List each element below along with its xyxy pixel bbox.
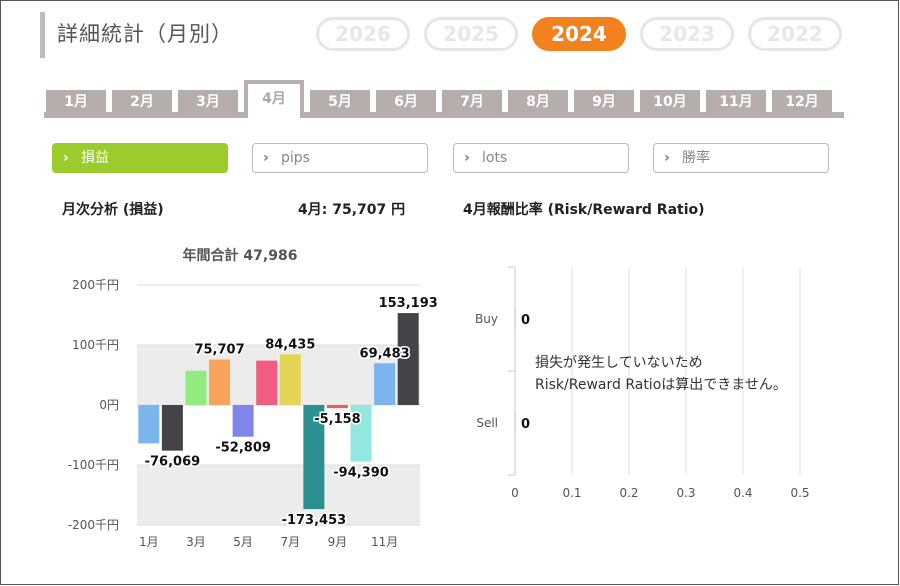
year-tab-2025[interactable]: 2025 <box>424 17 518 51</box>
month-tabs: 1月 2月 3月 4月 5月 6月 7月 8月 9月 10月 11月 12月 <box>44 80 844 118</box>
x-tick-label: 1月 <box>139 535 159 549</box>
page-title-block: 詳細統計（月別） <box>40 12 233 58</box>
x-tick-label: 11月 <box>371 535 398 549</box>
chevron-right-icon: › <box>664 150 670 166</box>
monthly-profit-chart: 200千円 100千円 0円 -100千円 -200千円 1月 3月 5月 7月 9月 11月 -… <box>68 247 440 549</box>
metric-tab-profit[interactable]: › 損益 <box>52 143 228 173</box>
rr-ratio-message: 損失が発生していないため Risk/Reward Ratioは算出できません。 <box>535 352 787 396</box>
data-label: -94,390 <box>333 466 389 481</box>
x-tick-label: 7月 <box>280 535 300 549</box>
y-tick-label: 0円 <box>99 398 119 412</box>
month-tab-10[interactable]: 10月 <box>640 90 700 114</box>
bar-5月[interactable] <box>232 405 254 437</box>
bar-Buy[interactable] <box>515 309 516 329</box>
rr-ratio-chart: Buy 0 Sell 0 0 0.1 0.2 0.3 0.4 0.5 <box>475 266 810 500</box>
year-tab-2023[interactable]: 2023 <box>640 17 734 51</box>
metric-tab-pips[interactable]: › pips <box>252 143 428 173</box>
month-tab-2[interactable]: 2月 <box>112 90 172 114</box>
month-tab-6[interactable]: 6月 <box>376 90 436 114</box>
year-selector: 2026 2025 2024 2023 2022 <box>316 17 842 51</box>
month-tab-11[interactable]: 11月 <box>706 90 766 114</box>
x-tick-label: 5月 <box>233 535 253 549</box>
x-tick-label: 0.3 <box>676 486 695 500</box>
bar-7月[interactable] <box>279 354 301 405</box>
month-tab-7[interactable]: 7月 <box>442 90 502 114</box>
annual-total-value: 47,986 <box>243 248 297 264</box>
month-tab-4[interactable]: 4月 <box>244 80 304 118</box>
data-label: 84,435 <box>265 337 315 352</box>
x-tick-label: 0.2 <box>619 486 638 500</box>
monthly-analysis-heading: 月次分析 (損益) <box>62 202 164 218</box>
chevron-right-icon: › <box>464 150 470 166</box>
x-tick-label: 9月 <box>328 535 348 549</box>
current-month-label: 4月: <box>298 202 328 218</box>
y-tick-label: 200千円 <box>72 278 119 292</box>
x-tick-label: 0.4 <box>733 486 752 500</box>
bar-11月[interactable] <box>374 363 396 405</box>
x-tick-label: 3月 <box>186 535 206 549</box>
data-label: -76,069 <box>145 455 201 470</box>
x-tick-label: 0.5 <box>790 486 809 500</box>
value-label: 0 <box>521 417 530 432</box>
metric-tab-label: 損益 <box>81 150 109 166</box>
bar-3月[interactable] <box>185 370 207 405</box>
bar-4月[interactable] <box>209 359 231 405</box>
month-tabs-underline <box>44 112 844 118</box>
year-tab-2024[interactable]: 2024 <box>532 17 626 51</box>
data-label: -52,809 <box>215 441 271 456</box>
metric-tab-winrate[interactable]: › 勝率 <box>653 143 829 173</box>
y-tick-label: -200千円 <box>68 518 119 532</box>
data-label: 153,193 <box>379 296 438 311</box>
chevron-right-icon: › <box>263 150 269 166</box>
bar-6月[interactable] <box>256 360 278 405</box>
y-tick-label: -100千円 <box>68 458 119 472</box>
plot-band-0 <box>137 345 420 405</box>
month-tab-12[interactable]: 12月 <box>772 90 832 114</box>
year-tab-2026[interactable]: 2026 <box>316 17 410 51</box>
category-label: Buy <box>475 312 498 326</box>
bar-1月[interactable] <box>138 405 160 444</box>
chevron-right-icon: › <box>63 150 69 166</box>
month-tab-8[interactable]: 8月 <box>508 90 568 114</box>
bar-8月[interactable] <box>303 405 325 510</box>
month-tab-9[interactable]: 9月 <box>574 90 634 114</box>
metric-tab-label: 勝率 <box>682 150 710 166</box>
category-label: Sell <box>476 416 498 430</box>
month-tab-1[interactable]: 1月 <box>46 90 106 114</box>
data-label: 69,483 <box>360 346 410 361</box>
chart-title: 年間合計 47,986 <box>183 247 298 264</box>
metric-tab-label: pips <box>281 150 310 166</box>
bar-2月[interactable] <box>161 405 183 451</box>
annual-total-label: 年間合計 <box>183 247 239 264</box>
rr-message-line-2: Risk/Reward Ratioは算出できません。 <box>535 377 787 393</box>
current-month-summary: 4月: 75,707 円 <box>298 199 405 219</box>
data-label: 75,707 <box>194 343 244 358</box>
bar-Sell[interactable] <box>515 413 516 433</box>
page-title: 詳細統計（月別） <box>57 22 233 46</box>
bar-12月[interactable] <box>397 313 419 405</box>
x-tick-label: 0.1 <box>562 486 581 500</box>
month-tab-5[interactable]: 5月 <box>310 90 370 114</box>
current-month-unit: 円 <box>391 202 406 218</box>
data-label: -5,158 <box>314 412 361 427</box>
metric-tab-label: lots <box>482 150 508 166</box>
rr-message-line-1: 損失が発生していないため <box>535 355 703 371</box>
value-label: 0 <box>521 313 530 328</box>
rr-ratio-heading: 4月報酬比率 (Risk/Reward Ratio) <box>463 202 705 218</box>
x-tick-label: 0 <box>511 486 519 500</box>
y-tick-label: 100千円 <box>72 338 119 352</box>
year-tab-2022[interactable]: 2022 <box>748 17 842 51</box>
metric-tab-lots[interactable]: › lots <box>453 143 629 173</box>
current-month-value: 75,707 <box>332 202 387 218</box>
plot-band-1 <box>137 465 420 525</box>
bar-10月[interactable] <box>350 405 372 462</box>
data-label: -173,453 <box>282 513 347 528</box>
bar-9月[interactable] <box>326 405 348 409</box>
month-tab-3[interactable]: 3月 <box>178 90 238 114</box>
